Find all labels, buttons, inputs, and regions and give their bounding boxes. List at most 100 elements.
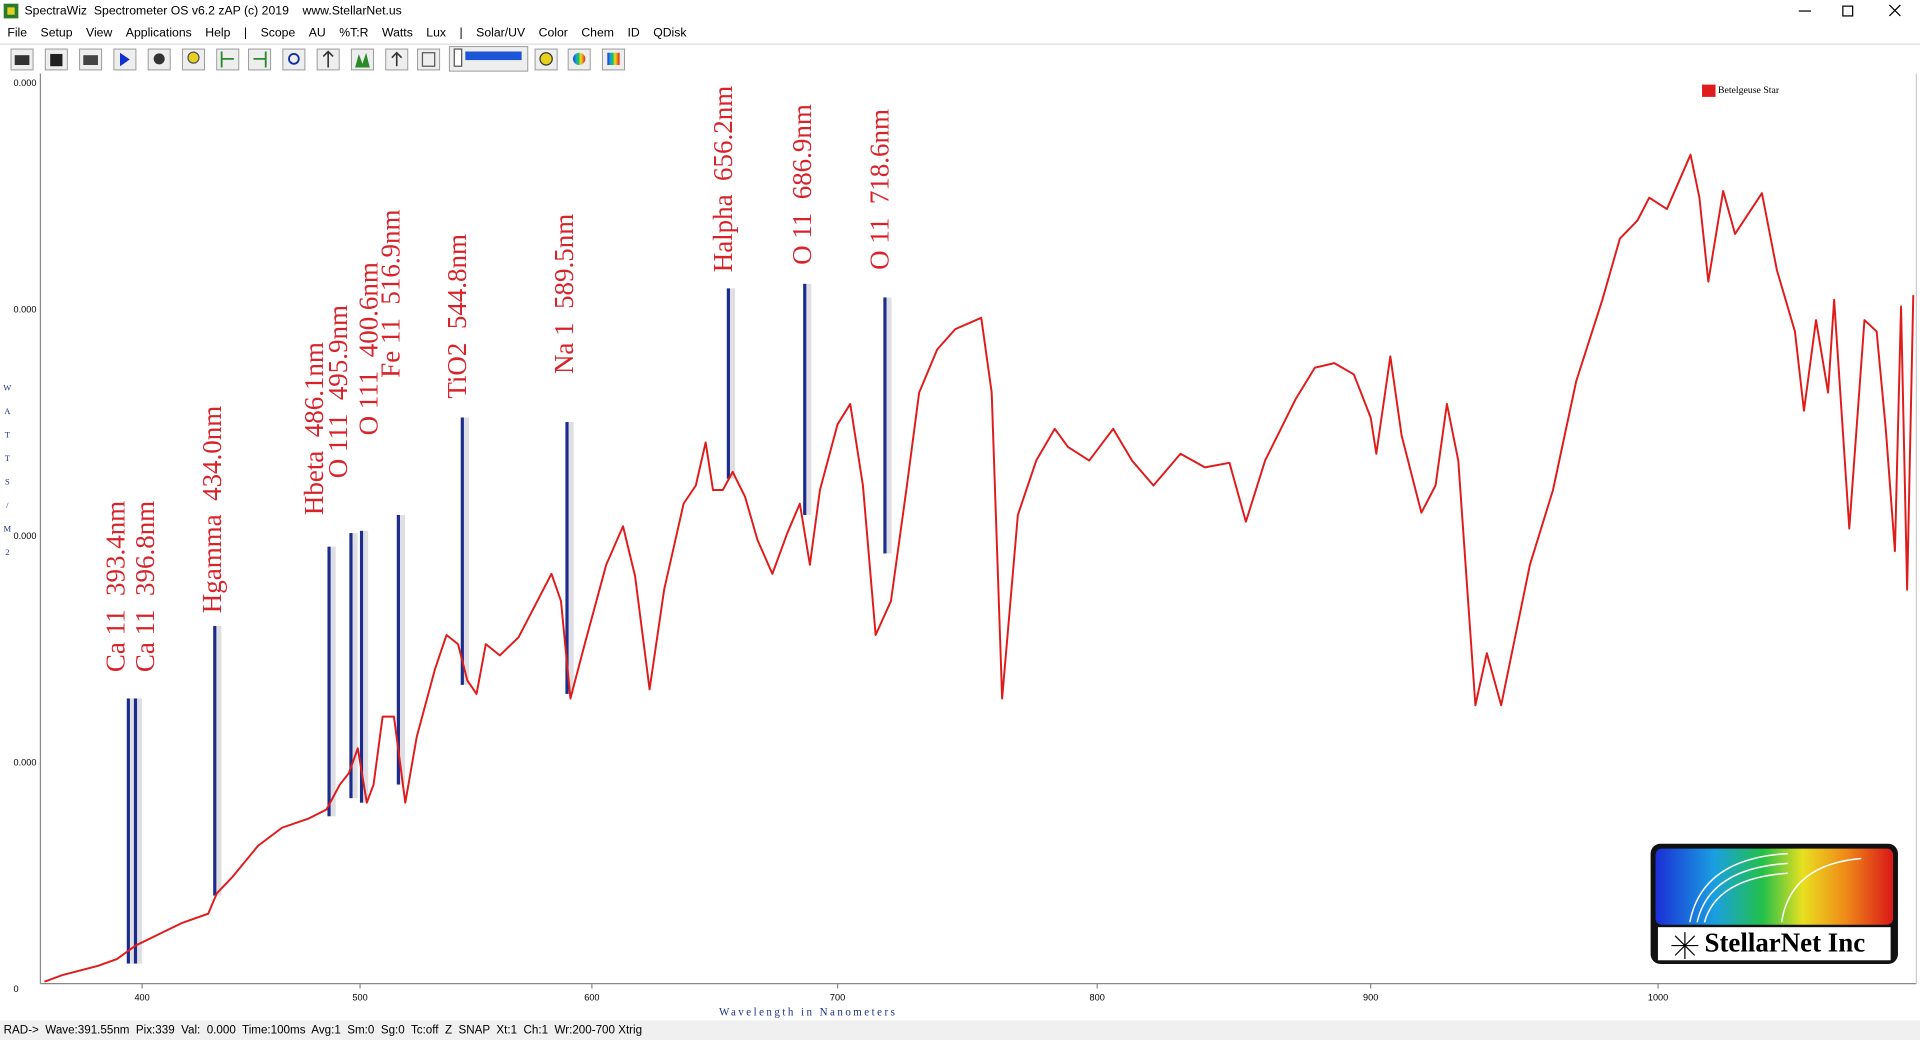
menu-item[interactable]: View	[86, 25, 112, 39]
marker-line	[565, 422, 569, 694]
marker-label: Na 1 589.5nm	[549, 214, 579, 374]
logo-star	[1671, 932, 1699, 960]
menu-item[interactable]: ID	[627, 25, 639, 39]
icon	[153, 53, 165, 65]
window-controls[interactable]	[1798, 4, 1901, 17]
icon	[50, 53, 63, 67]
marker-shadow	[330, 546, 336, 817]
marker-shadow	[137, 698, 143, 964]
status-text: RAD-> Wave:391.55nm Pix:339 Val: 0.000 T…	[4, 1023, 642, 1036]
plot-area: 0 0.000 0.000 0.000 0.000 400 500 600 700 800 900 1…	[13, 78, 1915, 1003]
icon	[355, 52, 370, 68]
marker-shadow	[130, 698, 135, 964]
toolbar	[10, 46, 625, 72]
marker-line	[126, 698, 130, 964]
marker-shadow	[363, 530, 369, 803]
marker-shadow	[730, 288, 735, 479]
marker-label: TiO2 544.8nm	[442, 234, 472, 399]
marker-line	[349, 533, 353, 799]
icon	[120, 52, 130, 67]
x-tick-label: 600	[584, 993, 599, 1003]
y-tick-label: 0.000	[13, 531, 36, 541]
marker-label: Ca 11 396.8nm	[130, 501, 160, 672]
marker-label: Halpha 656.2nm	[708, 86, 738, 272]
slider-fill	[465, 51, 522, 61]
x-tick-label: 800	[1090, 993, 1105, 1003]
logo-spectrum	[1655, 848, 1894, 925]
icon	[607, 52, 620, 65]
marker-label: O 11 686.9nm	[787, 104, 817, 265]
x-tick-label: 700	[830, 993, 845, 1003]
menu-item[interactable]: Setup	[41, 25, 73, 39]
marker-line	[883, 297, 887, 554]
marker-line	[803, 283, 807, 515]
title-bar	[0, 0, 1920, 23]
icon	[322, 50, 334, 68]
marker-label: Hbeta 486.1nm	[299, 342, 329, 515]
close-button[interactable]	[1888, 4, 1901, 17]
menu-item[interactable]: AU	[309, 25, 326, 39]
y-tick-label: 0.000	[13, 758, 36, 768]
marker-shadow	[806, 283, 812, 515]
logo-band	[1657, 927, 1891, 961]
marker-shadow	[400, 514, 405, 785]
tool-button[interactable]	[282, 48, 306, 71]
restore-button[interactable]	[1842, 5, 1854, 17]
menu-item[interactable]: Lux	[426, 25, 446, 39]
status-bar	[0, 1020, 1920, 1040]
icon	[421, 52, 436, 67]
icon	[220, 51, 234, 68]
logo-text: StellarNet Inc	[1704, 928, 1865, 958]
marker-line	[460, 417, 464, 685]
menu-item[interactable]: Solar/UV	[476, 25, 526, 39]
marker-shadow	[216, 625, 222, 896]
marker-shadow	[886, 297, 892, 554]
marker-label: O 111 400.6nm	[353, 262, 383, 435]
menu-item[interactable]: Scope	[261, 25, 296, 39]
marker-shadow	[464, 417, 469, 685]
x-tick-label: 900	[1363, 993, 1378, 1003]
y-tick-label: 0.000	[13, 78, 36, 88]
logo-arcs	[1689, 852, 1862, 923]
icon	[391, 51, 403, 67]
menu-bar: File Setup View Applications Help | Scope AU %T:…	[7, 25, 687, 39]
x-tick-label: 400	[134, 993, 149, 1003]
marker-label: O 111 495.9nm	[323, 305, 353, 478]
legend-swatch	[1702, 84, 1716, 97]
marker-label: Fe 11 516.9nm	[376, 209, 406, 377]
logo: StellarNet Inc	[1650, 843, 1898, 964]
marker-line	[213, 625, 217, 896]
menu-item[interactable]: File	[7, 25, 27, 39]
marker-label: Hgamma 434.0nm	[197, 406, 227, 613]
x-axis-label: Wavelength in Nanometers	[719, 1007, 897, 1019]
marker-line	[726, 288, 730, 479]
icon	[187, 51, 200, 64]
app-icon-inner	[7, 7, 15, 15]
icon	[14, 55, 30, 65]
menu-item[interactable]: |	[244, 25, 247, 39]
menu-item[interactable]: Help	[205, 25, 230, 39]
menu-item[interactable]: Watts	[382, 25, 413, 39]
menu-item[interactable]: Applications	[126, 25, 192, 39]
marker-shadow	[568, 422, 574, 694]
icon	[573, 52, 586, 65]
menu-item[interactable]: Color	[539, 25, 568, 39]
menu-item[interactable]: Chem	[581, 25, 614, 39]
menu-item[interactable]: |	[460, 25, 463, 39]
icon	[539, 52, 553, 66]
y-axis-label: WATTS/M2	[2, 383, 12, 571]
y-tick-label: 0	[13, 984, 18, 994]
icon	[288, 53, 300, 65]
marker-label: Ca 11 393.4nm	[101, 501, 131, 672]
icon	[83, 55, 98, 65]
slider-thumb[interactable]	[453, 48, 463, 67]
x-tick-label: 1000	[1648, 993, 1668, 1003]
marker-shadow	[352, 533, 358, 799]
marker-line	[133, 698, 138, 964]
menu-item[interactable]: QDisk	[653, 25, 687, 39]
y-tick-label: 0.000	[13, 304, 36, 314]
marker-line	[359, 530, 364, 803]
menu-item[interactable]: %T:R	[339, 25, 368, 39]
marker-line	[396, 514, 400, 785]
